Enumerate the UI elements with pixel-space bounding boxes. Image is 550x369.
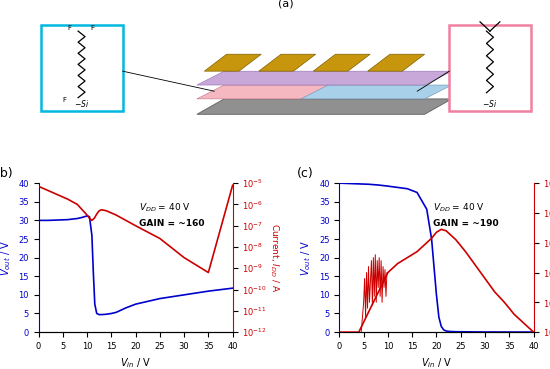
Y-axis label: $V_{out}$ / V: $V_{out}$ / V: [300, 239, 313, 276]
Text: F: F: [90, 25, 95, 31]
Text: (b): (b): [0, 167, 13, 180]
Polygon shape: [301, 85, 452, 99]
Text: GAIN = ~160: GAIN = ~160: [140, 219, 205, 228]
X-axis label: $V_{in}$ / V: $V_{in}$ / V: [421, 356, 452, 369]
Polygon shape: [313, 54, 370, 71]
Text: (a): (a): [278, 0, 294, 9]
Polygon shape: [197, 99, 452, 114]
Text: F: F: [62, 97, 66, 103]
Text: (c): (c): [296, 167, 314, 180]
Polygon shape: [367, 54, 425, 71]
FancyBboxPatch shape: [449, 25, 531, 111]
Y-axis label: Current, $I_{DD}$ / A: Current, $I_{DD}$ / A: [268, 223, 281, 292]
Polygon shape: [197, 71, 452, 85]
FancyBboxPatch shape: [41, 25, 123, 111]
Text: $V_{DD}$ = 40 V: $V_{DD}$ = 40 V: [140, 201, 191, 214]
Polygon shape: [259, 54, 316, 71]
Polygon shape: [197, 85, 338, 99]
X-axis label: $V_{in}$ / V: $V_{in}$ / V: [120, 356, 151, 369]
Text: GAIN = ~190: GAIN = ~190: [432, 219, 498, 228]
Polygon shape: [205, 54, 261, 71]
Text: F: F: [67, 25, 71, 31]
Text: $-$Si: $-$Si: [482, 98, 498, 109]
Y-axis label: $V_{out}$ / V: $V_{out}$ / V: [0, 239, 13, 276]
Text: $V_{DD}$ = 40 V: $V_{DD}$ = 40 V: [432, 201, 485, 214]
Text: $-$Si: $-$Si: [74, 98, 89, 109]
